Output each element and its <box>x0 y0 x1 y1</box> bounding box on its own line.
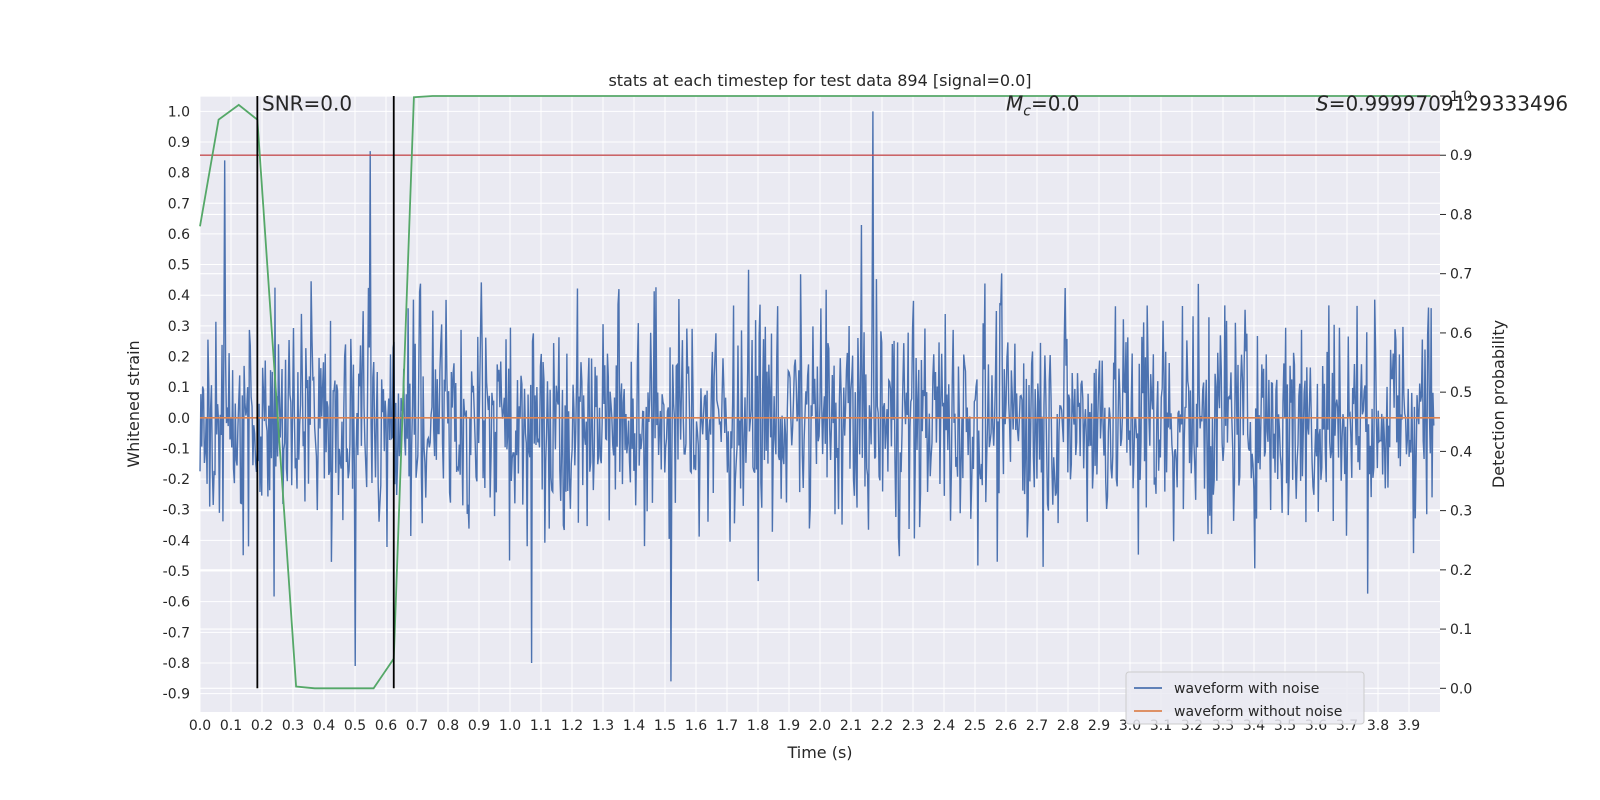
score-annotation: S=0.9999709129333496 <box>1316 91 1568 115</box>
y2-tick-label: 0.2 <box>1450 563 1472 579</box>
x-tick-label: 1.6 <box>685 718 707 734</box>
mc-subscript: c <box>1023 103 1031 119</box>
x-tick-label: 2.6 <box>995 718 1017 734</box>
y-tick-label: -0.2 <box>163 472 190 488</box>
x-tick-label: 1.0 <box>499 718 521 734</box>
x-tick-label: 0.5 <box>344 718 366 734</box>
x-tick-label: 3.8 <box>1367 718 1389 734</box>
x-tick-label: 1.4 <box>623 718 645 734</box>
y-tick-label: 0.3 <box>168 319 190 335</box>
y2-axis-label: Detection probability <box>1489 320 1508 488</box>
y2-tick-label: 0.3 <box>1450 504 1472 520</box>
vertical-markers <box>256 96 395 689</box>
x-tick-label: 1.2 <box>561 718 583 734</box>
y2-tick-label: 0.8 <box>1450 207 1472 223</box>
x-tick-label: 0.7 <box>406 718 428 734</box>
legend-box <box>1125 671 1365 725</box>
y-tick-label: -0.9 <box>163 687 190 703</box>
x-tick-label: 2.1 <box>840 718 862 734</box>
legend: waveform with noise waveform without noi… <box>1125 671 1365 725</box>
x-tick-label: 2.0 <box>809 718 831 734</box>
x-tick-label: 0.9 <box>468 718 490 734</box>
s-value: =0.9999709129333496 <box>1329 91 1568 115</box>
x-tick-label: 1.3 <box>592 718 614 734</box>
y2-tick-label: 0.5 <box>1450 385 1472 401</box>
y-tick-label: -0.6 <box>163 595 190 611</box>
x-tick-label: 1.7 <box>716 718 738 734</box>
y-tick-label: 0.0 <box>168 411 190 427</box>
y-tick-label: 1.0 <box>168 104 190 120</box>
y2-tick-label: 0.6 <box>1450 326 1472 342</box>
x-tick-label: 2.7 <box>1026 718 1048 734</box>
x-tick-label: 2.3 <box>902 718 924 734</box>
x-tick-label: 2.4 <box>933 718 955 734</box>
noise-waveform-line <box>199 111 1435 682</box>
mc-value: =0.0 <box>1031 91 1080 115</box>
y-tick-label: 0.7 <box>168 196 190 212</box>
y-axis-label: Whitened strain <box>124 340 143 467</box>
y-tick-label: 0.4 <box>168 288 190 304</box>
y-tick-label: -0.5 <box>163 564 190 580</box>
x-tick-label: 2.2 <box>871 718 893 734</box>
y-tick-label: -0.8 <box>163 656 190 672</box>
x-tick-label: 0.2 <box>251 718 273 734</box>
legend-label-clean: waveform without noise <box>1174 704 1342 720</box>
snr-annotation: SNR=0.0 <box>262 91 352 115</box>
x-tick-label: 2.5 <box>964 718 986 734</box>
y-tick-label: 0.2 <box>168 349 190 365</box>
x-tick-label: 1.8 <box>747 718 769 734</box>
waveform-with-noise-series <box>199 111 1435 682</box>
y-tick-label: 0.8 <box>168 166 190 182</box>
x-tick-label: 2.8 <box>1057 718 1079 734</box>
x-tick-label: 0.8 <box>437 718 459 734</box>
x-tick-label: 1.1 <box>530 718 552 734</box>
x-tick-label: 0.4 <box>313 718 335 734</box>
x-tick-label: 1.9 <box>778 718 800 734</box>
x-tick-label: 0.1 <box>220 718 242 734</box>
y2-tick-label: 1.0 <box>1450 89 1472 105</box>
y-tick-label: 0.6 <box>168 227 190 243</box>
axis-ticks: 0.0 0.1 0.2 0.3 0.4 0.5 0.6 0.7 0.8 0.9 1.0 1.1 1.2 1… <box>163 89 1473 734</box>
mc-symbol: M <box>1006 91 1023 115</box>
chirp-mass-annotation: Mc=0.0 <box>1006 91 1080 119</box>
legend-label-noise: waveform with noise <box>1174 681 1319 697</box>
x-tick-label: 2.9 <box>1088 718 1110 734</box>
x-tick-label: 0.6 <box>375 718 397 734</box>
y2-tick-label: 0.1 <box>1450 622 1472 638</box>
y-tick-label: -0.7 <box>163 625 190 641</box>
x-tick-label: 1.5 <box>654 718 676 734</box>
chart-title: stats at each timestep for test data 894… <box>608 71 1031 90</box>
y-tick-label: -0.3 <box>163 503 190 519</box>
y2-tick-label: 0.7 <box>1450 267 1472 283</box>
y-tick-label: 0.9 <box>168 135 190 151</box>
x-axis-label: Time (s) <box>786 743 852 762</box>
y-tick-label: -0.4 <box>163 533 190 549</box>
y-tick-label: -0.1 <box>163 441 190 457</box>
s-symbol: S <box>1316 91 1329 115</box>
x-tick-label: 3.9 <box>1398 718 1420 734</box>
x-tick-label: 0.0 <box>189 718 211 734</box>
x-tick-label: 0.3 <box>282 718 304 734</box>
y-tick-label: 0.5 <box>168 258 190 274</box>
y2-tick-label: 0.9 <box>1450 148 1472 164</box>
y2-tick-label: 0.0 <box>1450 681 1472 697</box>
y2-tick-label: 0.4 <box>1450 444 1472 460</box>
y-tick-label: 0.1 <box>168 380 190 396</box>
